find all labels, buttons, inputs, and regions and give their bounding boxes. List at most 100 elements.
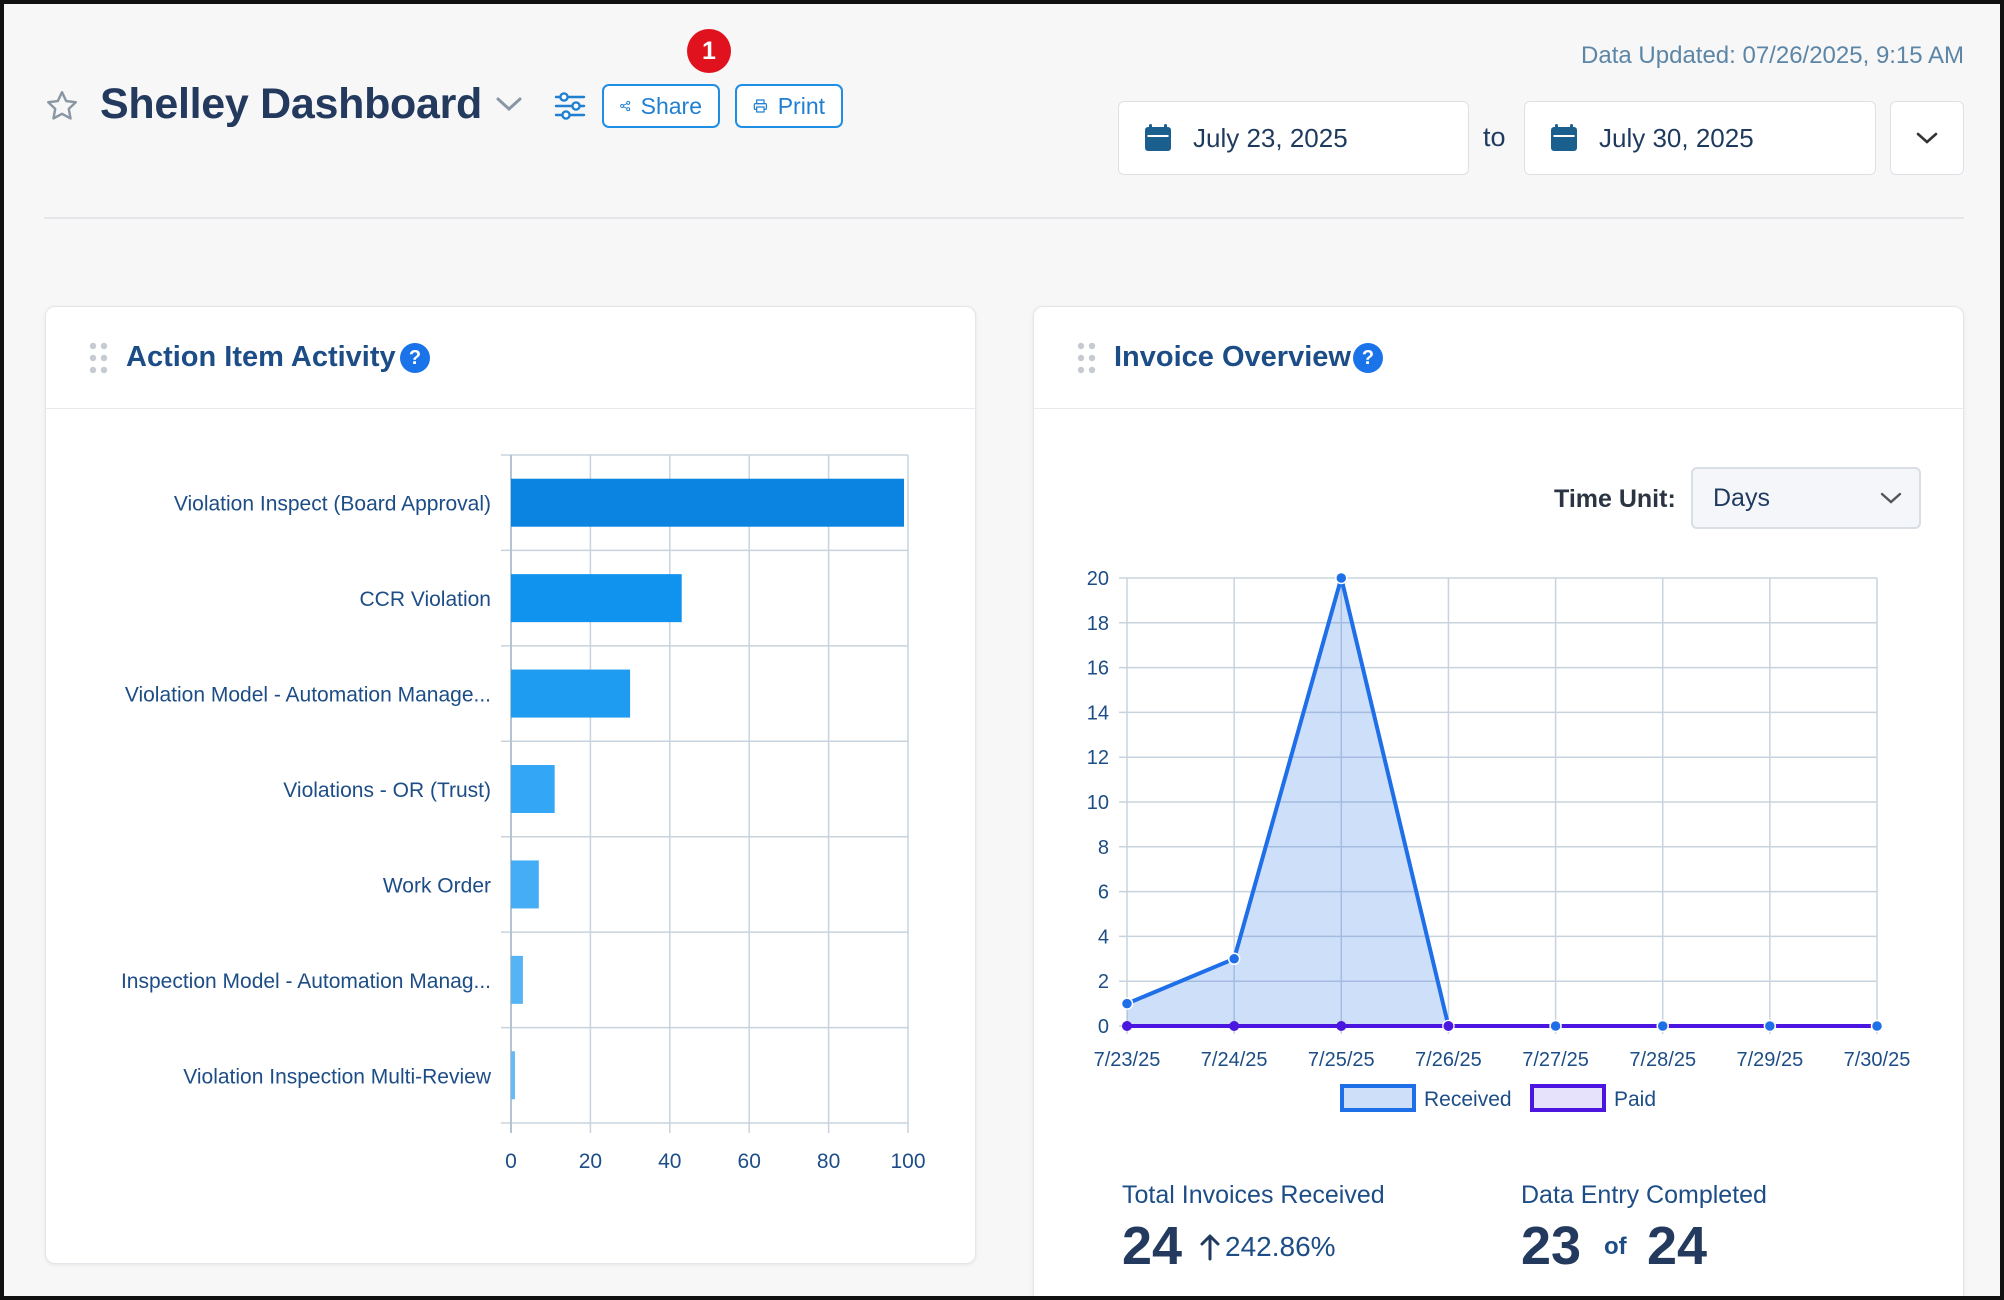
y-tick-label: 4 — [1098, 926, 1109, 948]
received-point — [1549, 1019, 1562, 1033]
card-header: Invoice Overview ? — [1034, 307, 1963, 409]
card-title: Invoice Overview — [1114, 341, 1351, 373]
x-tick-label: 7/23/25 — [1094, 1049, 1161, 1071]
print-label: Print — [777, 92, 825, 119]
paid-point — [1122, 1021, 1132, 1031]
data-entry-done: 23 — [1521, 1216, 1582, 1276]
bar — [511, 860, 539, 909]
drag-handle-icon[interactable] — [88, 341, 110, 375]
data-entry-total: 24 — [1647, 1216, 1708, 1276]
calendar-icon — [1551, 124, 1577, 151]
paid-point — [1336, 1021, 1347, 1031]
category-label: Violations - OR (Trust) — [283, 779, 491, 802]
x-tick-label: 20 — [579, 1150, 602, 1173]
x-tick-label: 40 — [658, 1150, 681, 1173]
x-tick-label: 60 — [738, 1150, 761, 1173]
y-tick-label: 14 — [1087, 702, 1109, 724]
favorite-star-icon[interactable] — [44, 88, 80, 124]
x-tick-label: 7/27/25 — [1522, 1049, 1589, 1071]
bar — [511, 1051, 515, 1100]
received-point — [1763, 1019, 1777, 1033]
y-tick-label: 20 — [1087, 568, 1109, 590]
bar — [511, 955, 523, 1004]
received-point — [1120, 997, 1134, 1010]
y-tick-label: 6 — [1098, 882, 1109, 904]
total-invoices-label: Total Invoices Received — [1122, 1181, 1385, 1209]
bar — [511, 669, 631, 718]
received-point — [1335, 571, 1348, 585]
share-label: Share — [640, 92, 702, 119]
category-label: Inspection Model - Automation Manag... — [121, 970, 491, 993]
start-date-value: July 23, 2025 — [1193, 122, 1348, 153]
data-entry-of: of — [1604, 1233, 1627, 1260]
x-tick-label: 7/30/25 — [1844, 1049, 1911, 1071]
change-percent: 242.86% — [1225, 1231, 1336, 1262]
chevron-down-icon — [1916, 132, 1938, 144]
category-label: Violation Inspection Multi-Review — [183, 1065, 492, 1088]
legend-received-label: Received — [1424, 1088, 1512, 1111]
category-label: Violation Inspect (Board Approval) — [174, 493, 491, 516]
y-tick-label: 10 — [1087, 792, 1109, 814]
card-header: Action Item Activity ? — [46, 307, 975, 409]
x-tick-label: 7/25/25 — [1308, 1049, 1375, 1071]
date-range-dropdown[interactable] — [1890, 101, 1964, 175]
invoice-area-chart: 0 2 4 6 8 10 12 14 16 18 20 7/23/25 7/24/25 7/25/25 7/… — [1087, 568, 1911, 1112]
bar — [511, 478, 905, 527]
drag-handle-icon[interactable] — [1076, 341, 1098, 375]
x-tick-label: 100 — [890, 1150, 925, 1173]
page-title: Shelley Dashboard — [100, 80, 483, 128]
received-point — [1870, 1019, 1884, 1033]
paid-point — [1229, 1021, 1240, 1031]
legend-paid-swatch — [1530, 1084, 1606, 1112]
notification-badge: 1 — [687, 29, 731, 73]
total-invoices-value: 24 — [1122, 1216, 1183, 1276]
header-divider — [44, 217, 1964, 219]
chevron-down-icon — [1880, 492, 1902, 504]
end-date-value: July 30, 2025 — [1599, 122, 1754, 153]
x-tick-label: 0 — [505, 1150, 517, 1173]
bar — [511, 574, 682, 623]
paid-point — [1443, 1021, 1454, 1031]
total-invoices-change: 242.86% — [1199, 1231, 1336, 1263]
x-tick-label: 7/26/25 — [1415, 1049, 1482, 1071]
arrow-up-icon — [1200, 1234, 1220, 1261]
y-tick-label: 8 — [1098, 837, 1109, 859]
y-tick-label: 0 — [1098, 1016, 1109, 1038]
share-icon — [620, 100, 631, 112]
x-tick-label: 80 — [817, 1150, 840, 1173]
data-entry-label: Data Entry Completed — [1521, 1181, 1767, 1209]
card-title: Action Item Activity — [126, 341, 396, 373]
x-tick-label: 7/28/25 — [1629, 1049, 1696, 1071]
y-tick-label: 18 — [1087, 613, 1109, 635]
data-updated-text: Data Updated: 07/26/2025, 9:15 AM — [1581, 42, 1964, 69]
end-date-picker[interactable]: July 30, 2025 — [1524, 101, 1876, 175]
time-unit-select[interactable]: Days — [1691, 467, 1921, 529]
help-icon[interactable]: ? — [1353, 343, 1383, 373]
category-label: Work Order — [383, 874, 491, 897]
start-date-picker[interactable]: July 23, 2025 — [1118, 101, 1469, 175]
x-tick-label: 7/29/25 — [1736, 1049, 1803, 1071]
time-unit-value: Days — [1713, 483, 1770, 512]
y-tick-label: 12 — [1087, 747, 1109, 769]
filters-icon[interactable] — [552, 88, 588, 124]
y-tick-label: 2 — [1098, 971, 1109, 993]
category-label: Violation Model - Automation Manage... — [125, 684, 491, 707]
help-icon[interactable]: ? — [400, 343, 430, 373]
received-area — [1127, 578, 1877, 1026]
print-button[interactable]: Print — [735, 84, 843, 128]
received-point — [1227, 952, 1241, 966]
y-tick-label: 16 — [1087, 658, 1109, 680]
calendar-icon — [1145, 124, 1171, 151]
legend-paid-label: Paid — [1614, 1088, 1656, 1111]
action-item-bar-chart: 0 20 40 60 80 100 Violation Inspect (Board App… — [121, 454, 926, 1173]
share-button[interactable]: Share — [602, 84, 720, 128]
category-label: CCR Violation — [359, 588, 491, 611]
printer-icon — [753, 99, 767, 113]
received-point — [1656, 1019, 1669, 1033]
x-tick-label: 7/24/25 — [1201, 1049, 1268, 1071]
time-unit-label: Time Unit: — [1554, 485, 1676, 513]
date-range-separator: to — [1483, 122, 1506, 152]
chevron-down-icon[interactable] — [492, 90, 526, 118]
legend-received-swatch — [1340, 1084, 1416, 1112]
